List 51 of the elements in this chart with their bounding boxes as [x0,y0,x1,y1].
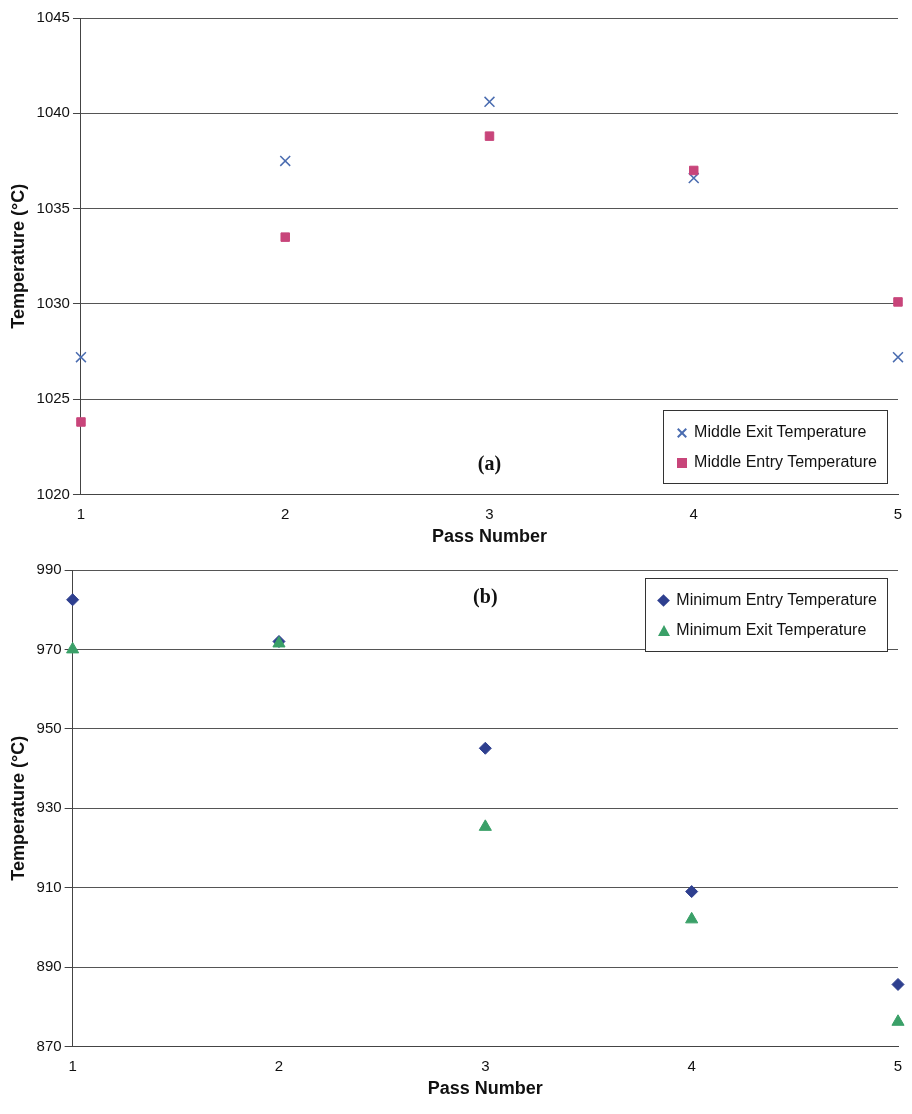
y-tick-label: 1040 [36,103,70,121]
x-tick-label: 3 [481,1056,490,1074]
x-tick-label: 5 [893,1056,903,1074]
y-tick-label: 870 [36,1036,62,1054]
y-tick-label: 930 [36,798,62,816]
point [66,641,80,654]
point [689,165,699,176]
x-tick-label: 4 [687,1056,696,1074]
y-tick-label: 990 [36,560,62,578]
point [891,1014,905,1026]
point [280,232,290,242]
y-tick-label: 1025 [36,389,70,407]
x-tick-label: 3 [485,504,494,522]
point [892,351,904,363]
x-tick-label: 2 [274,1056,284,1074]
point [75,351,87,363]
y-tick-label: 1045 [36,8,70,26]
x-tick-label: 4 [689,504,698,522]
legend-label: Middle Exit Temperature [694,423,867,441]
y-tick-label: 910 [36,877,62,895]
point [484,131,495,141]
y-tick-label: 950 [36,718,62,736]
point [483,96,496,108]
point [891,977,905,991]
y-axis-title: Temperature (°C) [7,183,28,329]
annotation: (a) [477,451,502,475]
point [893,297,903,307]
point [76,417,86,427]
point [685,885,699,899]
point [685,911,699,924]
y-tick-label: 1035 [36,198,70,216]
x-tick-label: 1 [68,1056,77,1074]
x-tick-label: 2 [281,504,290,522]
y-tick-label: 1020 [36,484,70,502]
y-tick-label: 1030 [36,293,70,311]
x-tick-label: 1 [76,504,86,522]
legend-label: Minimum Exit Temperature [676,621,867,638]
point [478,819,492,831]
point [66,593,80,607]
legend-label: Minimum Entry Temperature [676,591,877,608]
legend-label: Middle Entry Temperature [694,453,877,471]
y-axis-title: Temperature (°C) [7,735,28,881]
x-axis-title: Pass Number [427,1078,543,1099]
y-tick-label: 970 [36,639,62,657]
x-tick-label: 5 [893,504,903,522]
annotation: (b) [473,585,498,609]
y-tick-label: 890 [36,957,62,975]
point [478,741,492,755]
point [688,172,700,184]
x-axis-title: Pass Number [431,526,548,547]
point [279,155,291,167]
